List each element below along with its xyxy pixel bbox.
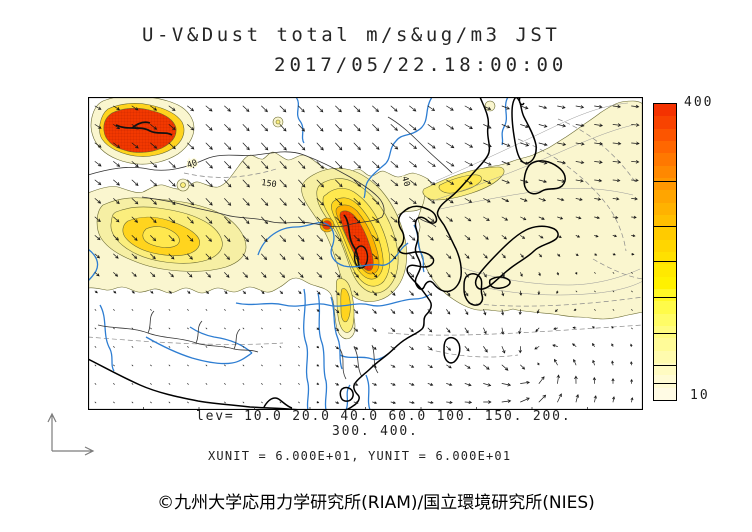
coastline-honshu	[474, 225, 559, 290]
river-path	[257, 221, 409, 268]
colorbar-segment	[654, 227, 676, 240]
colorbar-segment	[654, 350, 676, 363]
colorbar-segment	[654, 276, 676, 289]
contour-value-label: 150	[261, 178, 278, 190]
colorbar-segment	[654, 264, 676, 277]
colorbar-segment	[654, 128, 676, 141]
river-path	[365, 374, 371, 411]
coastline-india	[87, 358, 311, 411]
river-path	[363, 96, 433, 199]
dashed-contour-layer	[87, 118, 644, 358]
coastline-hainan	[339, 386, 354, 402]
colorbar-level-divider	[654, 180, 676, 182]
colorbar-level-divider	[654, 225, 676, 227]
contour-value-label: 40	[186, 158, 199, 171]
colorbar	[653, 103, 677, 401]
coastline-kyushu	[463, 273, 484, 306]
colorbar-max-label: 400	[684, 95, 714, 110]
colorbar-level-divider	[654, 365, 676, 367]
grid-units-line: XUNIT = 6.000E+01, YUNIT = 6.000E+01	[208, 449, 512, 463]
dust-region-japan-band	[417, 100, 644, 320]
colorbar-segment	[654, 202, 676, 215]
colorbar-segment	[654, 190, 676, 203]
credit-line: ©九州大学応用力学研究所(RIAM)/国立環境研究所(NIES)	[157, 493, 595, 513]
axis-orientation-arrows	[47, 412, 95, 456]
river-path	[303, 288, 310, 411]
river-path	[295, 96, 305, 144]
contour-labels-layer: 40 150 40	[185, 157, 413, 191]
colorbar-segment	[654, 288, 676, 302]
colorbar-segment	[654, 214, 676, 228]
river-path	[345, 384, 351, 411]
contour-levels-line2: 300. 400.	[332, 424, 419, 439]
colorbar-min-label: 10	[690, 388, 710, 403]
dust-map: 40 150 40	[87, 95, 644, 411]
colorbar-segment	[654, 165, 676, 178]
coastline-layer	[87, 96, 566, 411]
map-panel: 40 150 40	[87, 95, 644, 411]
colorbar-segment	[654, 325, 676, 339]
map-frame	[87, 96, 644, 411]
river-path	[235, 294, 430, 307]
contour-levels-line1: lev= 10.0 20.0 40.0 60.0 100. 150. 200.	[196, 409, 572, 424]
river-path	[330, 296, 343, 370]
colorbar-segment	[654, 153, 676, 166]
river-path	[99, 304, 115, 372]
colorbar-level-divider	[654, 260, 676, 262]
colorbar-segment	[654, 104, 676, 117]
colorbar-level-divider	[654, 333, 676, 335]
river-path	[339, 353, 389, 361]
figure-datetime: 2017/05/22.18:00:00	[274, 54, 568, 76]
borders-layer	[87, 116, 453, 380]
colorbar-level-divider	[654, 297, 676, 299]
colorbar-segment	[654, 387, 676, 400]
wind-vectors-layer	[94, 104, 640, 405]
colorbar-segment	[654, 338, 676, 351]
colorbar-segment	[654, 375, 676, 388]
river-path	[87, 248, 99, 282]
x-axis-arrow-icon	[52, 446, 95, 456]
colorbar-segment	[654, 301, 676, 314]
river-path	[317, 292, 328, 411]
contour-value-label: 40	[399, 175, 411, 187]
coastline-mainland-asia	[343, 96, 491, 411]
colorbar-segment	[654, 239, 676, 252]
coastline-shikoku	[488, 276, 511, 289]
heavy-contour-layer	[115, 121, 369, 270]
colorbar-segment	[654, 140, 676, 154]
figure-title: U-V&Dust total m/s&ug/m3 JST	[142, 24, 561, 46]
colorbar-segment	[654, 313, 676, 326]
y-axis-arrow-icon	[47, 412, 57, 451]
river-path	[145, 336, 253, 365]
wind-arrows	[94, 104, 640, 405]
coastline-hokkaido	[523, 160, 566, 195]
colorbar-level-divider	[654, 383, 676, 385]
river-path	[189, 326, 253, 354]
colorbar-segment	[654, 116, 676, 129]
river-path	[501, 96, 509, 146]
colorbar-segment	[654, 251, 676, 265]
coastline-taiwan	[443, 336, 461, 364]
coastline-sakhalin	[511, 96, 537, 165]
